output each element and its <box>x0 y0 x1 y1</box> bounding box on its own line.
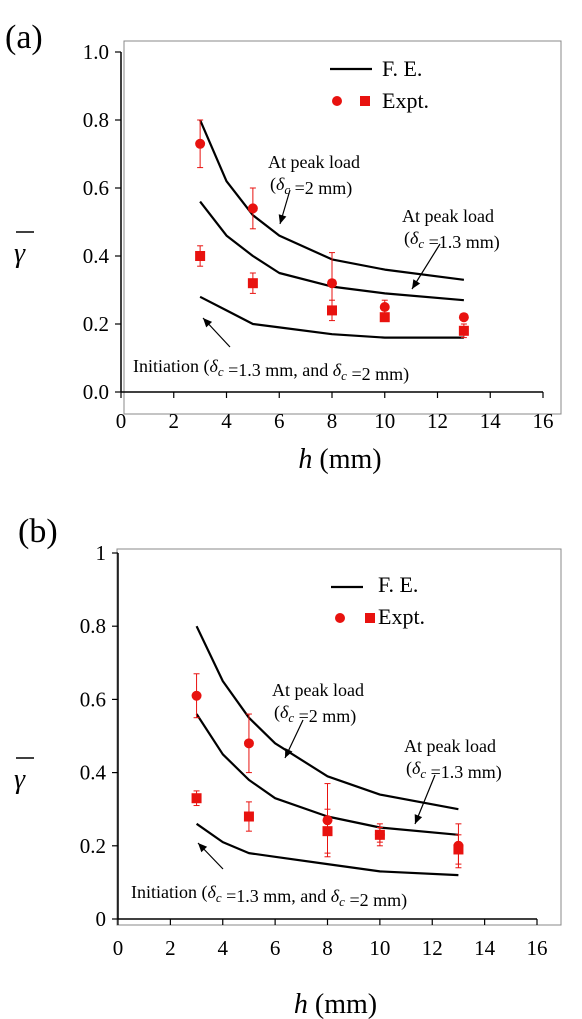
annotation-text: (δc =2 mm) <box>274 702 356 727</box>
annotation-arrowhead <box>198 843 208 853</box>
data-point-circle <box>191 690 202 701</box>
panel-b-label: (b) <box>18 513 58 550</box>
series-line <box>195 625 459 811</box>
x-tick-label: 6 <box>274 409 285 433</box>
y-axis-label: γ <box>14 238 26 269</box>
x-tick-label: 2 <box>169 409 180 433</box>
data-point-square <box>453 844 464 855</box>
y-tick-label: 0.6 <box>80 687 106 711</box>
annotation-text: Initiation (δc =1.3 mm, and δc =2 mm) <box>131 882 407 911</box>
data-point-square <box>191 793 202 804</box>
x-tick-label: 2 <box>165 936 176 960</box>
x-tick-label: 16 <box>533 409 554 433</box>
y-tick-label: 0.8 <box>80 614 106 638</box>
annotation-arrowhead <box>203 318 213 328</box>
legend-label-expt: Expt. <box>378 604 425 629</box>
annotation-text: At peak load <box>268 152 360 172</box>
annotation-text: At peak load <box>402 206 494 226</box>
data-point-square <box>243 811 254 822</box>
y-tick-label: 1 <box>96 541 107 565</box>
x-tick-label: 14 <box>480 409 502 433</box>
legend-square-swatch <box>360 96 370 106</box>
data-point-circle <box>327 278 337 289</box>
y-tick-label: 0.4 <box>80 761 107 785</box>
data-point-square <box>322 826 333 837</box>
y-tick-label: 0.2 <box>80 834 106 858</box>
x-tick-label: 16 <box>527 936 548 960</box>
x-tick-label: 4 <box>221 409 232 433</box>
series-line <box>199 200 464 302</box>
annotation-text: (δc =1.3 mm) <box>404 228 500 253</box>
series-line <box>195 822 459 877</box>
panel-a: (a) 0.0 0.2 0.4 0.6 0.8 1.0 0 2 4 6 8 10 12 14 16 h (mm… <box>5 19 562 475</box>
x-tick-label: 12 <box>427 409 448 433</box>
data-point-circle <box>379 302 390 312</box>
x-axis-label: h (mm) <box>298 444 381 475</box>
data-point-square <box>327 305 337 316</box>
panel-a-frame <box>123 40 562 415</box>
data-point-square <box>374 829 385 840</box>
annotation-text: At peak load <box>272 680 364 700</box>
annotation-text: At peak load <box>404 736 496 756</box>
data-point-square <box>247 278 258 289</box>
plot-area-b: 00.20.40.60.810 2 4 6 8 10 12 14 16h (mm)γF. E.E… <box>14 541 548 1019</box>
data-point-square <box>379 312 390 323</box>
data-point-circle <box>458 312 469 323</box>
x-tick-label: 0 <box>116 409 127 433</box>
data-point-circle <box>243 738 254 749</box>
legend-square-swatch <box>365 613 375 623</box>
annotation-text: (δc =2 mm) <box>270 174 352 199</box>
legend-label-expt: Expt. <box>382 88 429 113</box>
panel-a-label: (a) <box>5 19 43 56</box>
x-tick-label: 6 <box>270 936 281 960</box>
x-tick-label: 4 <box>218 936 229 960</box>
y-tick-label: 0.0 <box>83 380 109 404</box>
legend-label-fe: F. E. <box>378 572 418 597</box>
y-tick-label: 0.6 <box>83 176 109 200</box>
annotation-arrowhead <box>285 748 293 758</box>
y-axis-label: γ <box>14 764 26 795</box>
legend-circle-swatch <box>335 613 345 623</box>
x-tick-label: 10 <box>369 936 390 960</box>
y-tick-label: 0.2 <box>83 312 109 336</box>
data-point-circle <box>195 138 206 149</box>
series-line <box>199 119 465 281</box>
legend-label-fe: F. E. <box>382 56 422 81</box>
panel-b: (b) 00.20.40.60.810 2 4 6 8 10 12 14 16h (mm)γF.… <box>14 513 562 1019</box>
x-tick-label: 12 <box>422 936 443 960</box>
y-tick-label: 0.4 <box>83 244 110 268</box>
series-line <box>199 295 464 339</box>
y-tick-label: 0.8 <box>83 108 109 132</box>
plot-area-a: 0.0 0.2 0.4 0.6 0.8 1.0 0 2 4 6 8 10 12 14 16 h (mm) γ F.… <box>14 40 554 475</box>
annotation-arrowhead <box>412 279 421 289</box>
x-axis-label: h (mm) <box>294 989 377 1019</box>
x-tick-label: 8 <box>322 936 333 960</box>
data-point-square <box>458 325 469 336</box>
annotation-arrowhead <box>278 214 287 224</box>
x-tick-label: 0 <box>113 936 124 960</box>
y-tick-label: 0 <box>96 907 107 931</box>
data-point-circle <box>247 203 258 214</box>
x-tick-label: 10 <box>374 409 395 433</box>
x-tick-label: 14 <box>474 936 496 960</box>
legend-circle-swatch <box>332 96 342 106</box>
annotation-text: (δc =1.3 mm) <box>406 758 502 783</box>
x-tick-label: 8 <box>327 409 338 433</box>
panel-b-frame <box>116 548 562 926</box>
annotation-arrowhead <box>414 814 423 824</box>
data-point-square <box>195 251 206 261</box>
annotation-text: Initiation (δc =1.3 mm, and δc =2 mm) <box>133 356 409 385</box>
y-tick-label: 1.0 <box>83 40 109 64</box>
